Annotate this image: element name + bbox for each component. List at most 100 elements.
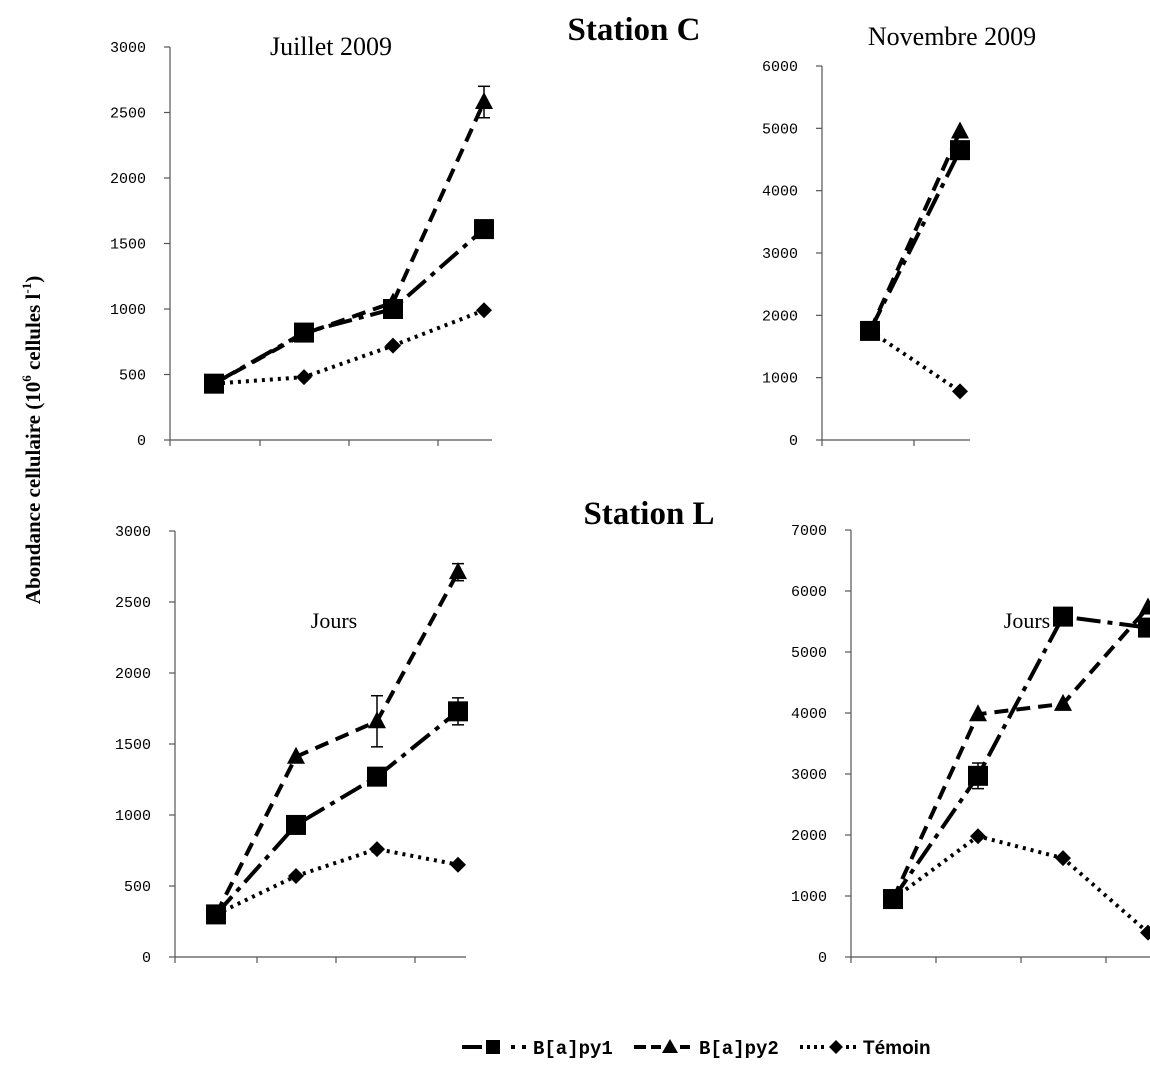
y-tick-label: 1500 bbox=[115, 737, 151, 754]
y-tick-label: 2000 bbox=[762, 308, 798, 325]
data-point-tmoin bbox=[208, 906, 224, 923]
series-line-tmoin bbox=[215, 847, 459, 917]
y-tick-label: 3000 bbox=[110, 40, 146, 57]
y-tick-label: 2500 bbox=[110, 106, 146, 123]
y-tick-label: 500 bbox=[119, 368, 146, 385]
data-point-bapy1 bbox=[1138, 617, 1150, 638]
panel-title-juillet: Juillet 2009 bbox=[270, 32, 392, 61]
plot-area bbox=[206, 562, 468, 925]
y-axis-title: Abondance cellulaire (106 cellules l-1) bbox=[19, 276, 45, 604]
series-line-tmoin bbox=[213, 308, 485, 386]
y-axis-title-exponent: 6 bbox=[19, 375, 34, 382]
y-axis-title-unit: cellules l bbox=[21, 293, 45, 375]
plot-area bbox=[204, 85, 494, 394]
y-tick-label: 3000 bbox=[762, 246, 798, 263]
chart-panels: 0 500 1000 1500 2000 2500 3000 0 1000 2000 3000 400… bbox=[110, 40, 1150, 967]
y-tick-label: 1000 bbox=[110, 302, 146, 319]
y-axis-title-unit-exponent: -1 bbox=[19, 283, 34, 294]
data-point-bapy1 bbox=[448, 701, 468, 722]
data-point-tmoin bbox=[385, 337, 401, 354]
y-tick-label: 3000 bbox=[115, 524, 151, 541]
chart-panel-1: 0 500 1000 1500 2000 2500 3000 bbox=[110, 40, 494, 450]
chart-panel-4: 0 1000 2000 3000 4000 5000 6000 7000 bbox=[791, 523, 1150, 967]
y-axis-title-close: ) bbox=[21, 276, 45, 283]
series-line-tmoin bbox=[891, 834, 1150, 935]
legend-item-temoin: Témoin bbox=[800, 1038, 931, 1059]
legend-marker-square bbox=[486, 1040, 500, 1054]
legend-marker-triangle bbox=[662, 1039, 678, 1053]
data-point-tmoin bbox=[1055, 850, 1071, 867]
legend: B[a]py1 B[a]py2 Témoin bbox=[462, 1038, 931, 1060]
legend-item-bapy1: B[a]py1 bbox=[462, 1038, 613, 1060]
y-tick-label: 4000 bbox=[791, 706, 827, 723]
data-point-tmoin bbox=[1140, 924, 1150, 941]
y-tick-label: 2500 bbox=[115, 595, 151, 612]
y-tick-label: 3000 bbox=[791, 767, 827, 784]
y-tick-label: 0 bbox=[137, 433, 146, 450]
y-tick-label: 6000 bbox=[762, 59, 798, 76]
y-axis-title-main: Abondance cellulaire (10 bbox=[21, 382, 45, 604]
series-line-bapy2 bbox=[891, 606, 1150, 900]
legend-label-bapy2: B[a]py2 bbox=[699, 1038, 779, 1060]
data-point-bapy2 bbox=[475, 92, 493, 110]
data-point-bapy2 bbox=[1139, 597, 1150, 615]
series-line-bapy1 bbox=[891, 614, 1149, 901]
data-point-tmoin bbox=[970, 828, 986, 845]
y-tick-label: 6000 bbox=[791, 584, 827, 601]
data-point-bapy1 bbox=[286, 814, 306, 835]
data-point-bapy2 bbox=[368, 711, 386, 729]
chart-panel-2: 0 1000 2000 3000 4000 5000 6000 bbox=[762, 59, 970, 450]
y-tick-label: 7000 bbox=[791, 523, 827, 540]
series-line-tmoin bbox=[868, 329, 962, 394]
y-tick-label: 2000 bbox=[791, 828, 827, 845]
data-point-tmoin bbox=[296, 369, 312, 386]
y-tick-label: 4000 bbox=[762, 184, 798, 201]
data-point-bapy2 bbox=[384, 292, 402, 310]
legend-marker-diamond bbox=[829, 1040, 843, 1054]
y-tick-label: 1000 bbox=[791, 889, 827, 906]
y-tick-label: 0 bbox=[142, 950, 151, 967]
series-line-bapy2 bbox=[214, 571, 460, 916]
data-point-bapy2 bbox=[287, 746, 305, 764]
series-line-bapy2 bbox=[868, 130, 962, 332]
x-axis-label-jours-left: Jours bbox=[311, 608, 357, 633]
data-point-bapy1 bbox=[367, 766, 387, 787]
y-tick-label: 1000 bbox=[115, 808, 151, 825]
data-point-tmoin bbox=[952, 383, 968, 400]
chart-panel-3: 0 500 1000 1500 2000 2500 3000 bbox=[115, 524, 468, 967]
data-point-bapy2 bbox=[295, 323, 313, 341]
y-tick-label: 0 bbox=[818, 950, 827, 967]
data-point-bapy2 bbox=[969, 704, 987, 722]
series-line-bapy1 bbox=[214, 709, 460, 916]
data-point-bapy2 bbox=[951, 121, 969, 139]
legend-label-temoin: Témoin bbox=[863, 1038, 931, 1059]
y-tick-label: 2000 bbox=[110, 171, 146, 188]
svg-text:Abondance cellulaire (106 cel: Abondance cellulaire (106 cellules l-1) bbox=[19, 276, 45, 604]
y-tick-label: 2000 bbox=[115, 666, 151, 683]
data-point-tmoin bbox=[862, 322, 878, 339]
y-tick-label: 1500 bbox=[110, 237, 146, 254]
data-point-bapy2 bbox=[449, 562, 467, 580]
y-tick-label: 1000 bbox=[762, 371, 798, 388]
x-axis-label-jours-right: Jours bbox=[1004, 608, 1050, 633]
data-point-tmoin bbox=[206, 375, 222, 392]
y-tick-label: 500 bbox=[124, 879, 151, 896]
data-point-tmoin bbox=[450, 856, 466, 873]
data-point-tmoin bbox=[476, 302, 492, 319]
data-point-bapy1 bbox=[474, 219, 494, 240]
y-tick-label: 5000 bbox=[791, 645, 827, 662]
y-tick-label: 5000 bbox=[762, 121, 798, 138]
series-line-bapy2 bbox=[213, 101, 486, 386]
panel-title-novembre: Novembre 2009 bbox=[868, 22, 1036, 51]
data-point-bapy1 bbox=[968, 765, 988, 786]
data-point-tmoin bbox=[885, 891, 901, 908]
data-point-bapy2 bbox=[1054, 693, 1072, 711]
y-tick-label: 0 bbox=[789, 433, 798, 450]
legend-item-bapy2: B[a]py2 bbox=[634, 1038, 779, 1060]
station-l-title: Station L bbox=[583, 496, 714, 532]
data-point-tmoin bbox=[288, 868, 304, 885]
station-c-title: Station C bbox=[568, 12, 701, 48]
data-point-tmoin bbox=[369, 841, 385, 858]
plot-area bbox=[860, 121, 970, 400]
